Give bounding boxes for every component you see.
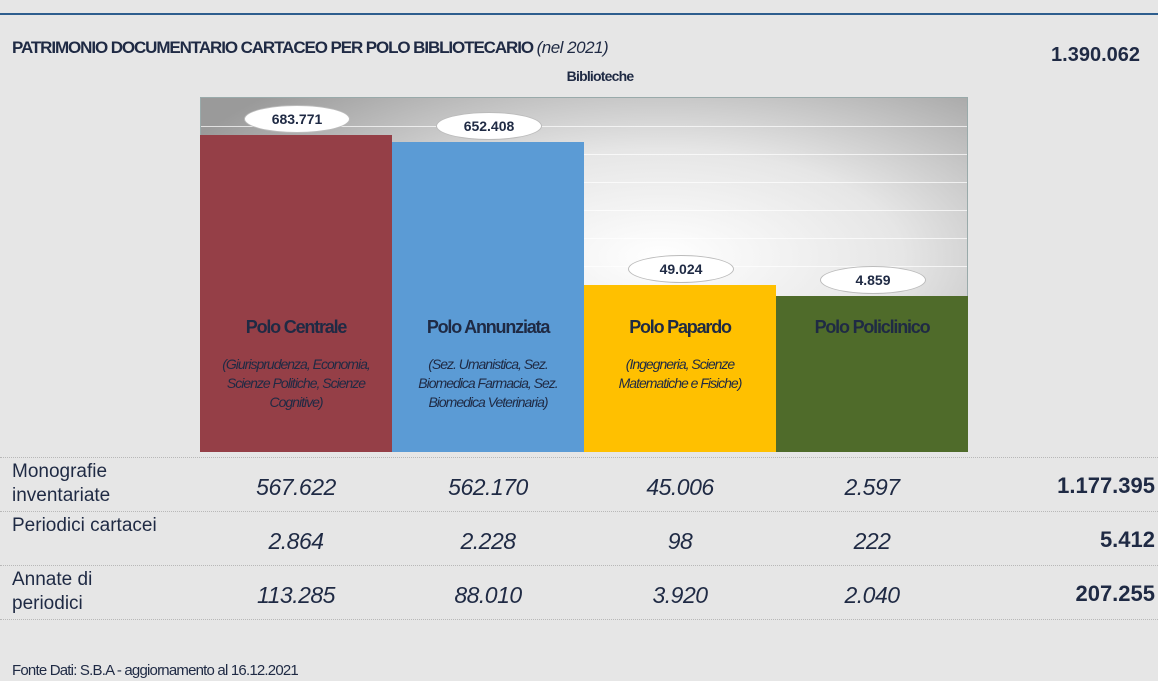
cell-value: 88.010 [454,582,522,608]
cell-value: 113.285 [257,582,335,608]
cell-value: 2.040 [844,582,900,608]
grid-decor [201,210,967,211]
bar [200,134,392,297]
bar [392,142,584,297]
grid-decor [201,266,967,267]
title-text: PATRIMONIO DOCUMENTARIO CARTACEO PER POL… [12,38,534,57]
cell-value: 3.920 [652,582,708,608]
title: PATRIMONIO DOCUMENTARIO CARTACEO PER POL… [12,38,609,58]
cell-value: 567.622 [256,474,336,500]
category-label: Polo Papardo [629,317,732,337]
row-divider [0,565,1158,566]
row-label: Annate di periodici [12,569,93,614]
title-note: (nel 2021) [536,38,609,57]
cell-value: 45.006 [646,474,714,500]
row-label: Monografie inventariate [12,461,111,506]
category-description: (Giurisprudenza, Economia, Scienze Polit… [222,356,371,410]
value-label: 652.408 [436,112,542,141]
subtitle: Biblioteche [566,68,634,84]
cell-value: 2.864 [268,528,324,554]
cell-value: 98 [667,528,693,554]
bar [584,285,776,297]
grid-decor [201,154,967,155]
category-box: Polo Annunziata (Sez. Umanistica, Sez. Bi… [392,297,584,452]
grid-decor [201,238,967,239]
cell-value: 2.228 [460,528,516,554]
category-label: Polo Centrale [245,317,348,337]
category-description: (Sez. Umanistica, Sez. Biomedica Farmaci… [418,356,558,410]
category-box: Polo Papardo (Ingegneria, Scienze Matemat… [584,297,776,452]
value-label: 49.024 [628,255,734,284]
category-box: Polo Centrale (Giurisprudenza, Economia, … [200,297,392,452]
category-label: Polo Annunziata [426,317,551,337]
source: Fonte Dati: S.B.A - aggiornamento al 16.… [12,662,299,679]
row-total: 5.412 [1099,527,1155,552]
category-box: Polo Policlinico [776,297,968,452]
category-description: (Ingegneria, Scienze Matematiche e Fisic… [618,356,743,391]
grid-decor [201,182,967,183]
grid-decor [201,126,967,127]
value-label: 683.771 [244,104,350,133]
cell-value: 562.170 [448,474,528,500]
cell-value: 2.597 [844,474,900,500]
grand-total: 1.390.062 [1051,44,1140,66]
row-total: 207.255 [1075,581,1155,606]
value-label: 4.859 [820,265,926,294]
row-divider [0,511,1158,512]
top-rule [0,13,1158,15]
category-label: Polo Policlinico [814,317,931,337]
cell-value: 222 [853,528,891,554]
row-label: Periodici cartacei [12,515,157,536]
row-divider [0,619,1158,620]
row-total: 1.177.395 [1057,473,1155,498]
bar [776,295,968,297]
row-divider [0,457,1158,458]
